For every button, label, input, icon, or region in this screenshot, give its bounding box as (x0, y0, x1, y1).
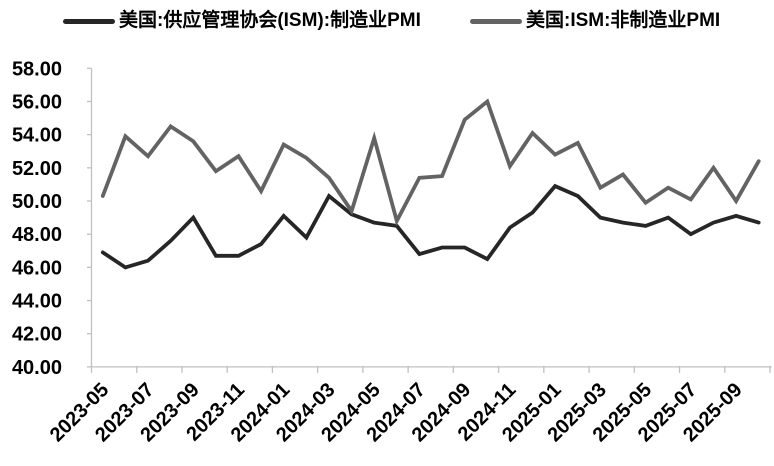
y-axis-tick-label: 46.00 (12, 257, 62, 279)
y-axis-tick-label: 48.00 (12, 224, 62, 246)
legend-line-swatch-nonmanufacturing (470, 18, 522, 24)
y-axis-tick-label: 50.00 (12, 191, 62, 213)
y-axis-tick-label: 56.00 (12, 92, 62, 114)
legend-item-nonmanufacturing-pmi: 美国:ISM:非制造业PMI (470, 9, 720, 33)
y-axis-tick-label: 40.00 (12, 357, 62, 379)
legend-label-nonmanufacturing: 美国:ISM:非制造业PMI (526, 10, 721, 31)
y-axis-tick-label: 52.00 (12, 158, 62, 180)
legend-label-manufacturing: 美国:供应管理协会(ISM):制造业PMI (119, 10, 421, 31)
y-axis-tick-label: 44.00 (12, 291, 62, 313)
y-axis-tick-label: 54.00 (12, 125, 62, 147)
nonmanufacturing-pmi-line (100, 98, 761, 227)
y-axis-tick-label: 42.00 (12, 324, 62, 346)
x-axis-labels: 2023-052023-072023-092023-112024-012024-… (46, 379, 747, 446)
axes (87, 67, 772, 373)
y-axis-labels: 58.00 56.00 54.00 52.00 50.00 48.00 46.00 44.00… (12, 58, 62, 379)
legend-line-swatch-manufacturing (63, 18, 115, 24)
legend-item-manufacturing-pmi: 美国:供应管理协会(ISM):制造业PMI (63, 9, 421, 33)
manufacturing-pmi-line (100, 183, 761, 270)
y-axis-tick-label: 58.00 (12, 58, 62, 80)
